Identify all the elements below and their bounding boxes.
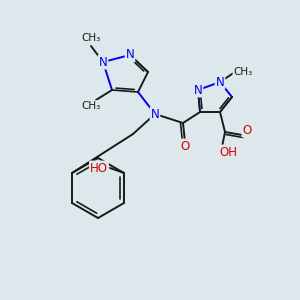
Text: N: N — [216, 76, 224, 88]
Text: N: N — [194, 83, 202, 97]
Text: HO: HO — [90, 161, 108, 175]
Text: N: N — [126, 49, 134, 62]
Text: CH₃: CH₃ — [233, 67, 253, 77]
Text: CH₃: CH₃ — [81, 33, 101, 43]
Text: N: N — [151, 107, 159, 121]
Text: N: N — [99, 56, 107, 68]
Text: O: O — [242, 124, 252, 136]
Text: CH₃: CH₃ — [81, 101, 101, 111]
Text: OH: OH — [219, 146, 237, 158]
Text: O: O — [180, 140, 190, 152]
